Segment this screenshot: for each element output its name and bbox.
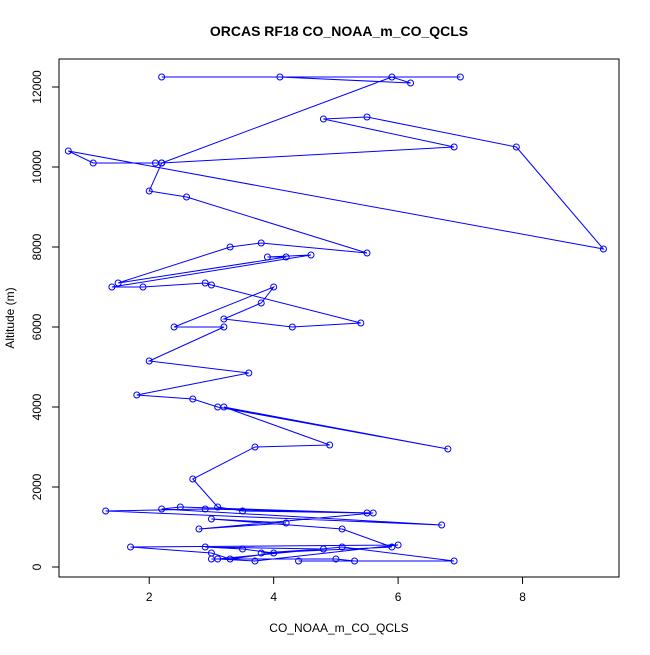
y-tick-label: 4000: [30, 393, 44, 420]
data-point: [89, 159, 97, 167]
x-tick-label: 8: [519, 590, 526, 604]
data-point: [288, 323, 296, 331]
data-point: [363, 113, 371, 121]
data-point: [456, 73, 464, 81]
data-point: [369, 509, 377, 517]
series-layer: [64, 73, 607, 565]
data-point: [207, 281, 215, 289]
x-tick-label: 6: [395, 590, 402, 604]
data-point: [394, 541, 402, 549]
y-tick-label: 12000: [30, 70, 44, 104]
data-point: [226, 555, 234, 563]
data-point: [332, 555, 340, 563]
data-point: [357, 319, 365, 327]
data-point: [220, 323, 228, 331]
data-point: [251, 557, 259, 565]
data-point: [158, 505, 166, 513]
data-point: [145, 187, 153, 195]
data-point: [270, 549, 278, 557]
data-point: [176, 503, 184, 511]
data-point: [388, 73, 396, 81]
data-point: [195, 525, 203, 533]
data-point: [214, 503, 222, 511]
data-point: [251, 443, 259, 451]
data-point: [438, 521, 446, 529]
data-point: [351, 557, 359, 565]
data-point: [257, 239, 265, 247]
data-point: [133, 391, 141, 399]
data-point: [201, 505, 209, 513]
data-point: [64, 147, 72, 155]
data-point: [407, 79, 415, 87]
data-point: [319, 545, 327, 553]
x-tick-label: 4: [270, 590, 277, 604]
data-point: [201, 543, 209, 551]
x-axis: 2 4 6 8: [146, 576, 526, 604]
y-tick-label: 0: [30, 563, 44, 570]
data-point: [245, 369, 253, 377]
data-point: [158, 73, 166, 81]
y-tick-label: 6000: [30, 313, 44, 340]
y-tick-label: 8000: [30, 233, 44, 260]
x-axis-label: CO_NOAA_m_CO_QCLS: [269, 621, 408, 635]
data-point: [189, 395, 197, 403]
data-point: [319, 115, 327, 123]
data-point: [207, 515, 215, 523]
data-point: [239, 545, 247, 553]
data-point: [270, 283, 278, 291]
data-point: [282, 519, 290, 527]
data-point: [326, 441, 334, 449]
data-point: [170, 323, 178, 331]
data-point: [450, 557, 458, 565]
data-point: [276, 73, 284, 81]
data-point: [338, 543, 346, 551]
data-point: [183, 193, 191, 201]
data-point: [388, 543, 396, 551]
data-point: [257, 549, 265, 557]
data-point: [226, 243, 234, 251]
data-point: [263, 253, 271, 261]
data-point: [257, 299, 265, 307]
data-point: [295, 557, 303, 565]
data-point: [307, 251, 315, 259]
data-point: [207, 555, 215, 563]
data-point: [158, 159, 166, 167]
x-tick-label: 2: [146, 590, 153, 604]
data-point: [102, 507, 110, 515]
y-axis-label: Altitude (m): [3, 287, 17, 348]
data-point: [239, 507, 247, 515]
data-point: [599, 245, 607, 253]
y-tick-label: 10000: [30, 150, 44, 184]
data-point: [512, 143, 520, 151]
data-point: [220, 403, 228, 411]
y-axis: 0 2000 4000 6000 8000 10000 12000: [30, 70, 60, 570]
data-point: [108, 283, 116, 291]
data-point: [450, 143, 458, 151]
data-point: [139, 283, 147, 291]
data-point: [282, 253, 290, 261]
data-point: [189, 475, 197, 483]
data-point: [220, 315, 228, 323]
series-line: [68, 76, 605, 562]
data-point: [145, 357, 153, 365]
data-point: [114, 279, 122, 287]
data-point: [127, 543, 135, 551]
chart-title: ORCAS RF18 CO_NOAA_m_CO_QCLS: [210, 23, 468, 39]
data-point: [444, 445, 452, 453]
data-point: [363, 249, 371, 257]
y-tick-label: 2000: [30, 473, 44, 500]
data-point: [201, 279, 209, 287]
data-point: [338, 525, 346, 533]
